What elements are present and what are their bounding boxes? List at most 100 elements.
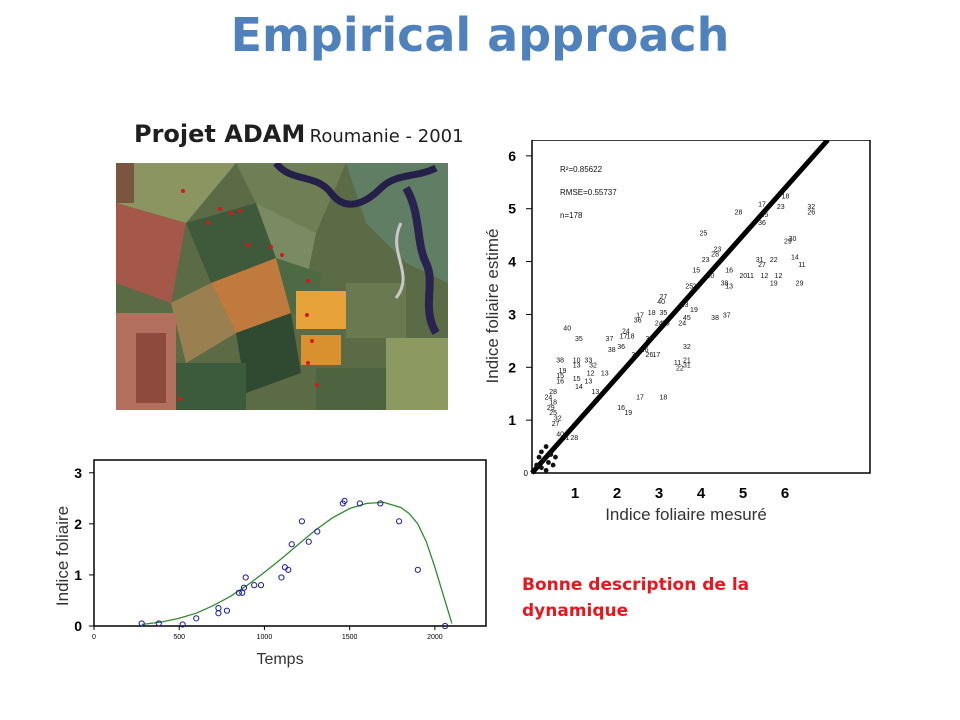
- observation-marker: [257, 582, 265, 589]
- scatter-point-label: 37: [723, 312, 731, 319]
- dynamics-x-tick-label: 500: [173, 634, 185, 641]
- scatter-y-tick-label: 6: [508, 148, 516, 164]
- project-subtitle: Projet ADAM Roumanie - 2001: [134, 120, 464, 148]
- scatter-y-tick-label: 2: [508, 359, 516, 375]
- scatter-point-label: 32: [589, 363, 597, 370]
- observation-marker: [288, 541, 295, 548]
- scatter-point-label: 29: [547, 405, 555, 412]
- scatter-point-label: 15: [556, 373, 564, 380]
- scatter-point-label: 19: [690, 307, 698, 314]
- observation-marker: [341, 497, 348, 504]
- scatter-point-label: 40: [657, 299, 665, 306]
- scatter-point-label: 30: [789, 236, 797, 243]
- scatter-point-label: 16: [641, 347, 649, 354]
- observation-marker: [215, 605, 222, 612]
- scatter-point-label: 22: [770, 257, 778, 264]
- scatter-zero-tick: 0: [524, 469, 529, 478]
- scatter-point-label: 20: [706, 273, 714, 280]
- scatter-point-label: 17: [620, 334, 628, 341]
- scatter-point: [553, 454, 558, 460]
- scatter-point-label: 17: [653, 352, 661, 359]
- observation-marker: [155, 620, 162, 627]
- scatter-point-label: 13: [584, 379, 592, 386]
- scatter-point-label: 30: [645, 336, 653, 343]
- scatter-y-tick-label: 5: [508, 201, 516, 217]
- scatter-point-label: 12: [775, 273, 783, 280]
- scatter-y-ticks: 1 2 3 4 5 6: [508, 148, 532, 428]
- scatter-point-label: 38: [711, 315, 719, 322]
- scatter-point-label: 24: [655, 320, 663, 327]
- scatter-y-tick-label: 3: [508, 306, 516, 322]
- scatter-point: [541, 457, 547, 463]
- scatter-point-label: 24: [678, 320, 686, 327]
- scatter-point: [543, 444, 549, 449]
- scatter-point-label: 20: [739, 273, 747, 280]
- scatter-point-label: 14: [791, 254, 799, 261]
- observation-marker: [193, 615, 200, 622]
- scatter-point-label: 38: [556, 357, 564, 364]
- scatter-point-label: 18: [660, 394, 668, 401]
- scatter-x-tick-label: 6: [781, 485, 789, 502]
- observation-marker: [138, 620, 145, 627]
- scatter-point-label: 27: [758, 262, 766, 269]
- scatter-stat: R²=0.85622: [560, 165, 603, 174]
- scatter-y-label: Indice foliaire estimé: [483, 229, 502, 384]
- project-name: Projet ADAM: [134, 120, 306, 148]
- scatter-point-label: 38: [721, 281, 729, 288]
- scatter-point-label: 1: [565, 435, 569, 442]
- scatter-point-label: 40: [563, 326, 571, 333]
- dynamics-x-tick-label: 2000: [427, 634, 443, 641]
- scatter-x-tick-label: 2: [613, 485, 621, 502]
- observation-marker: [305, 538, 312, 545]
- observation-marker: [223, 607, 231, 614]
- dynamics-y-label: Indice foliaire: [53, 506, 72, 606]
- scatter-x-tick-label: 3: [655, 485, 663, 502]
- scatter-point-label: 24: [622, 328, 630, 335]
- scatter-x-tick-label: 1: [571, 485, 579, 502]
- scatter-point: [546, 460, 551, 465]
- scatter-point-label: 28: [549, 389, 557, 396]
- observation-marker: [377, 500, 384, 507]
- scatter-point-label: 17: [758, 201, 766, 208]
- scatter-point-label: 25: [549, 410, 557, 417]
- scatter-point-label: 19: [559, 368, 567, 375]
- observation-marker: [179, 621, 186, 628]
- scatter-point-label: 18: [648, 310, 656, 317]
- observation-marker: [298, 518, 306, 525]
- dynamics-x-label: Temps: [256, 651, 303, 668]
- observation-markers: [138, 497, 449, 630]
- scatter-point-label: 29: [796, 281, 804, 288]
- scatter-point-label: 18: [782, 194, 790, 201]
- scatter-point-label: 10: [573, 357, 581, 364]
- scatter-point-label: 32: [683, 344, 691, 351]
- scatter-point-label: 36: [634, 318, 642, 325]
- observation-marker: [285, 566, 292, 573]
- observation-marker: [356, 500, 363, 507]
- scatter-point-label: 25: [685, 283, 693, 290]
- scatter-point-label: 16: [725, 268, 733, 275]
- dynamics-x-tick-label: 0: [92, 634, 96, 641]
- scatter-point-label: 17: [636, 312, 644, 319]
- fitted-curve: [141, 501, 453, 626]
- scatter-point-label: 19: [770, 281, 778, 288]
- dynamics-x-tick-label: 1000: [257, 634, 273, 641]
- scatter-point-label: 29: [784, 238, 792, 245]
- scatter-point-label: 40: [556, 431, 564, 438]
- observation-marker: [242, 574, 249, 581]
- scatter-x-ticks: 1 2 3 4 5 6: [571, 485, 789, 502]
- dynamics-y-tick-label: 2: [74, 516, 82, 532]
- scatter-point-label: 16: [617, 405, 625, 412]
- dynamics-y-ticks: 0 1 2 3: [74, 465, 94, 634]
- scatter-x-label: Indice foliaire mesuré: [605, 505, 767, 524]
- scatter-point: [550, 462, 556, 468]
- one-to-one-line: [530, 140, 830, 475]
- observation-marker: [395, 518, 403, 525]
- observation-marker: [414, 566, 421, 573]
- scatter-point-label: 15: [573, 376, 581, 383]
- scatter-point-label: 35: [575, 336, 583, 343]
- scatter-point-label: 11: [747, 273, 754, 280]
- scatter-point-label: 17: [636, 394, 644, 401]
- scatter-point-label: 23: [702, 257, 710, 264]
- scatter-point-label: 31: [683, 363, 691, 370]
